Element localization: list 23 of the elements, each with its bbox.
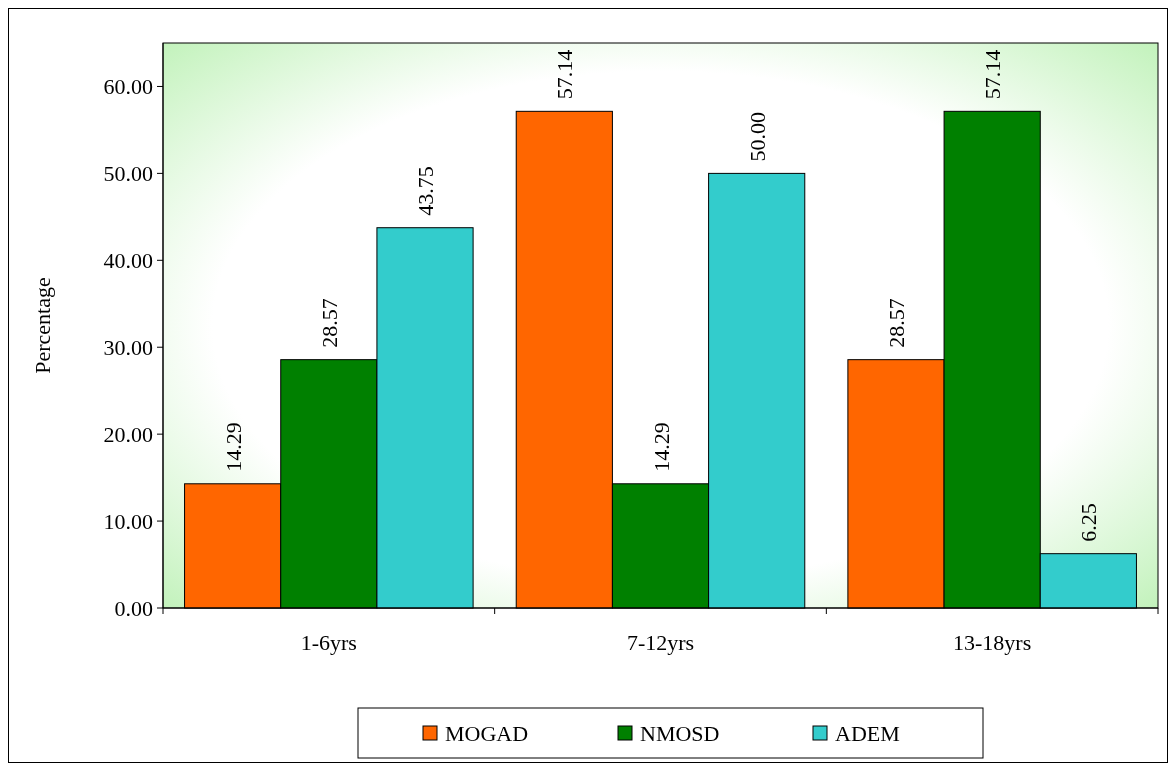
x-tick-label: 7-12yrs [626,630,695,655]
legend-label: NMOSD [640,720,720,746]
data-label: 28.57 [883,298,909,348]
data-label: 28.57 [316,298,342,348]
y-tick-label: 40.00 [103,248,153,274]
y-tick-label: 60.00 [103,74,153,100]
y-tick-label: 0.00 [114,595,153,621]
data-label: 57.14 [552,49,578,100]
y-axis-title: Percentage [30,277,55,374]
data-label: 6.25 [1076,503,1102,542]
y-tick-label: 10.00 [103,508,153,534]
y-tick-label: 50.00 [103,161,153,187]
x-tick-label: 13-18yrs [953,630,1032,655]
legend-label: MOGAD [445,720,529,746]
legend-label: ADEM [835,720,900,746]
data-label: 14.29 [648,422,674,472]
data-label: 50.00 [744,111,770,162]
data-label: 14.29 [220,422,246,472]
y-tick-label: 30.00 [103,334,153,360]
data-label: 43.75 [413,166,439,216]
data-label: 57.14 [980,49,1006,100]
y-tick-label: 20.00 [103,421,153,447]
x-tick-label: 1-6yrs [300,630,357,655]
